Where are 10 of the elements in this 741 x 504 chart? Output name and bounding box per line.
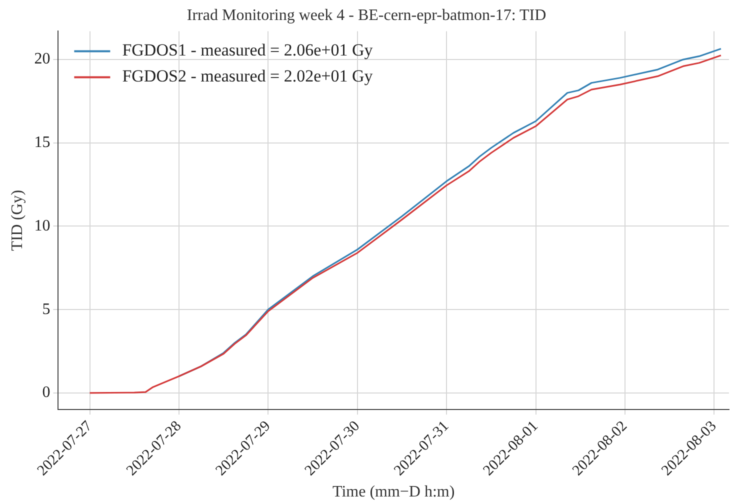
y-axis-title: TID (Gy)	[8, 190, 26, 251]
chart-title: Irrad Monitoring week 4 - BE-cern-epr-batmon-17: TID	[186, 6, 546, 24]
y-tick-label: 10	[34, 217, 50, 234]
x-axis-title: Time (mm−D h:m)	[332, 484, 455, 501]
y-tick-label: 5	[42, 300, 50, 318]
y-tick-label: 15	[34, 134, 50, 152]
y-tick-label: 20	[34, 50, 50, 68]
legend-label: FGDOS2 - measured = 2.02e+01 Gy	[122, 66, 374, 86]
y-tick-label: 0	[42, 384, 50, 402]
legend-label: FGDOS1 - measured = 2.06e+01 Gy	[122, 40, 374, 60]
